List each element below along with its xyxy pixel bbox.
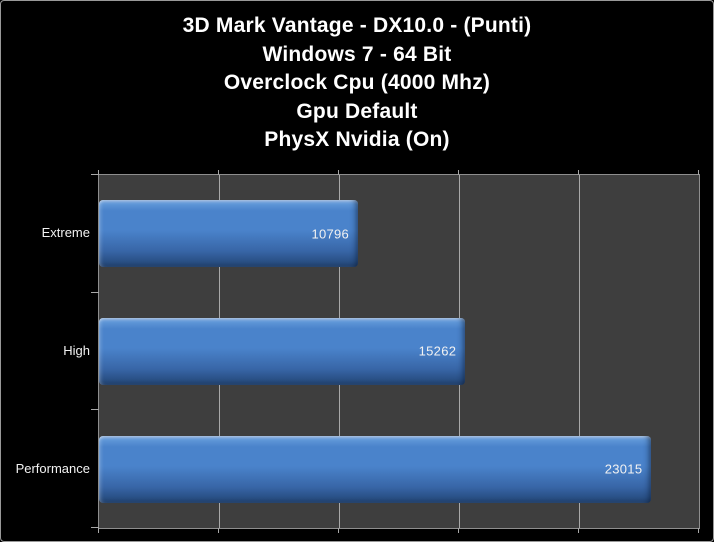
chart-subtitle-gpu: Gpu Default (296, 99, 418, 123)
plot-area: 10796 15262 23015 (91, 170, 700, 533)
value-axis-tick (338, 528, 339, 533)
bar-high: 15262 (99, 317, 466, 385)
chart-subtitle-os: Windows 7 - 64 Bit (262, 42, 452, 66)
bar-value-performance: 23015 (604, 461, 643, 477)
bar-value-high: 15262 (418, 343, 457, 359)
value-axis-tick (218, 170, 219, 175)
value-axis-tick (458, 170, 459, 175)
chart-subtitle-cpu: Overclock Cpu (4000 Mhz) (223, 71, 491, 95)
bar-row-performance: 23015 (99, 410, 699, 528)
value-axis-tick (698, 528, 699, 533)
chart-title: 3D Mark Vantage - DX10.0 - (Punti) (182, 14, 532, 37)
value-axis-tick (218, 528, 219, 533)
chart-subtitle-physx: PhysX Nvidia (On) (264, 128, 450, 152)
category-label-extreme: Extreme (41, 225, 90, 241)
category-axis-tick (91, 174, 99, 175)
value-axis-tick (578, 528, 579, 533)
value-axis-tick (98, 170, 99, 175)
category-axis: Extreme High Performance (1, 174, 90, 527)
category-axis-tick (91, 527, 99, 528)
category-label-performance: Performance (15, 460, 90, 476)
bar-performance: 23015 (99, 435, 652, 503)
bar-extreme: 10796 (99, 200, 359, 268)
value-axis-tick (338, 170, 339, 175)
chart-title-block: 3D Mark Vantage - DX10.0 - (Punti) Windo… (1, 12, 713, 155)
value-axis-tick (698, 170, 699, 175)
bar-value-extreme: 10796 (311, 226, 350, 242)
value-axis-tick (98, 528, 99, 533)
x-gridline (579, 175, 580, 528)
value-axis-tick (578, 170, 579, 175)
category-axis-tick (91, 409, 99, 411)
category-axis-tick (91, 291, 99, 293)
bar-row-extreme: 10796 (99, 175, 699, 293)
value-axis-tick (458, 528, 459, 533)
bar-row-high: 15262 (99, 293, 699, 411)
category-label-high: High (63, 342, 90, 358)
